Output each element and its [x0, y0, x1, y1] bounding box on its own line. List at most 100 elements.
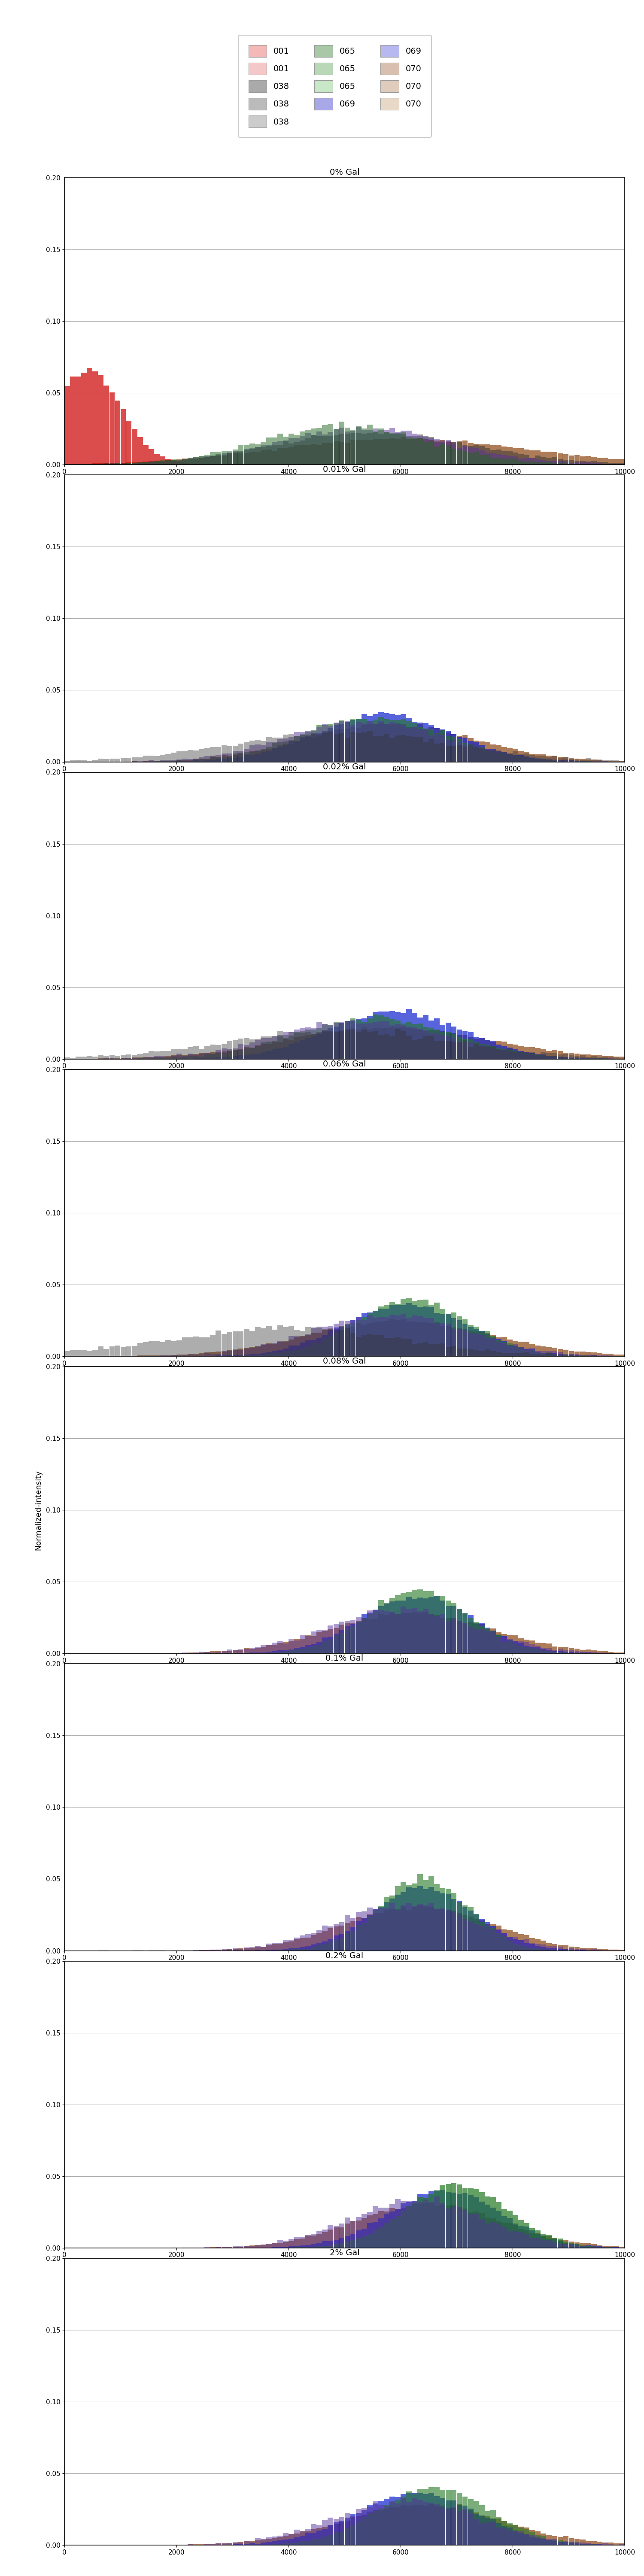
Bar [317, 2530, 322, 2545]
Bar [390, 1896, 395, 1950]
Bar [479, 1334, 484, 1355]
Bar [591, 1056, 596, 1059]
Bar [350, 433, 355, 464]
Bar [451, 1036, 457, 1059]
Bar [457, 2504, 462, 2545]
Bar [541, 2233, 546, 2249]
Bar [278, 1030, 283, 1059]
Bar [417, 435, 423, 464]
Bar [563, 2543, 569, 2545]
Bar [434, 1597, 440, 1654]
Bar [311, 428, 316, 464]
Bar [485, 1334, 490, 1355]
Bar [546, 1051, 552, 1059]
Bar [373, 714, 378, 762]
Bar [182, 459, 187, 464]
Bar [468, 1615, 473, 1654]
Bar [232, 2543, 238, 2545]
Bar [597, 1352, 602, 1355]
Bar [243, 1048, 249, 1059]
Bar [496, 1636, 502, 1654]
Bar [373, 1311, 378, 1355]
Bar [546, 1350, 552, 1355]
Bar [205, 1054, 210, 1059]
Bar [227, 1041, 232, 1059]
Bar [227, 1051, 232, 1059]
Bar [529, 2239, 535, 2249]
Bar [205, 456, 210, 464]
Bar [289, 744, 294, 762]
Bar [485, 2205, 490, 2249]
Bar [401, 719, 406, 762]
Bar [496, 752, 502, 762]
Bar [529, 1942, 535, 1950]
Bar [473, 1914, 479, 1950]
Bar [429, 2202, 434, 2249]
Bar [423, 1015, 428, 1059]
Bar [361, 1319, 367, 1355]
Bar [355, 1922, 361, 1950]
Bar [317, 1023, 322, 1059]
Bar [272, 1945, 278, 1950]
Bar [322, 2530, 328, 2545]
Bar [446, 1041, 451, 1059]
Bar [160, 461, 166, 464]
Bar [378, 1615, 384, 1654]
Bar [378, 2501, 384, 2545]
Bar [485, 2517, 490, 2545]
Bar [339, 1937, 345, 1950]
Bar [446, 2506, 451, 2545]
Bar [261, 1947, 266, 1950]
Bar [283, 1036, 289, 1059]
Bar [451, 737, 457, 762]
Bar [490, 1631, 496, 1654]
Bar [222, 1651, 227, 1654]
Bar [462, 1319, 468, 1355]
Bar [524, 757, 529, 762]
Legend: 001, 001, 038, 038, 038, 065, 065, 065, 069, 069, 070, 070, 070: 001, 001, 038, 038, 038, 065, 065, 065, … [238, 36, 431, 137]
Bar [227, 1048, 232, 1059]
Bar [187, 1054, 193, 1059]
Bar [546, 2540, 552, 2545]
Bar [361, 724, 367, 762]
Bar [339, 433, 345, 464]
Bar [272, 1350, 278, 1355]
Bar [417, 1875, 423, 1950]
Bar [473, 1327, 479, 1355]
Bar [406, 1886, 412, 1950]
Bar [339, 1030, 345, 1059]
Bar [373, 1321, 378, 1355]
Bar [272, 2537, 278, 2545]
Bar [345, 2519, 350, 2545]
Bar [255, 739, 260, 762]
Bar [299, 1935, 305, 1950]
Bar [334, 1334, 339, 1355]
Bar [294, 1940, 299, 1950]
Bar [496, 2519, 502, 2545]
Bar [143, 1054, 148, 1059]
Bar [378, 1023, 384, 1059]
Bar [238, 2543, 243, 2545]
Bar [485, 1628, 490, 1654]
Bar [193, 757, 199, 762]
Bar [367, 433, 372, 464]
Bar [317, 734, 322, 762]
Bar [558, 1054, 563, 1059]
Bar [518, 2532, 524, 2545]
Bar [552, 2239, 558, 2249]
Bar [305, 2236, 311, 2249]
Bar [507, 1048, 513, 1059]
Bar [462, 1613, 468, 1654]
Bar [278, 1036, 283, 1059]
Bar [597, 1056, 602, 1059]
Bar [451, 443, 457, 464]
Bar [429, 2486, 434, 2545]
Bar [546, 1347, 552, 1355]
Bar [154, 461, 160, 464]
Bar [546, 755, 552, 762]
Bar [440, 1030, 446, 1059]
Bar [238, 1350, 243, 1355]
Bar [513, 2223, 518, 2249]
Bar [238, 1649, 243, 1654]
Bar [355, 2231, 361, 2249]
